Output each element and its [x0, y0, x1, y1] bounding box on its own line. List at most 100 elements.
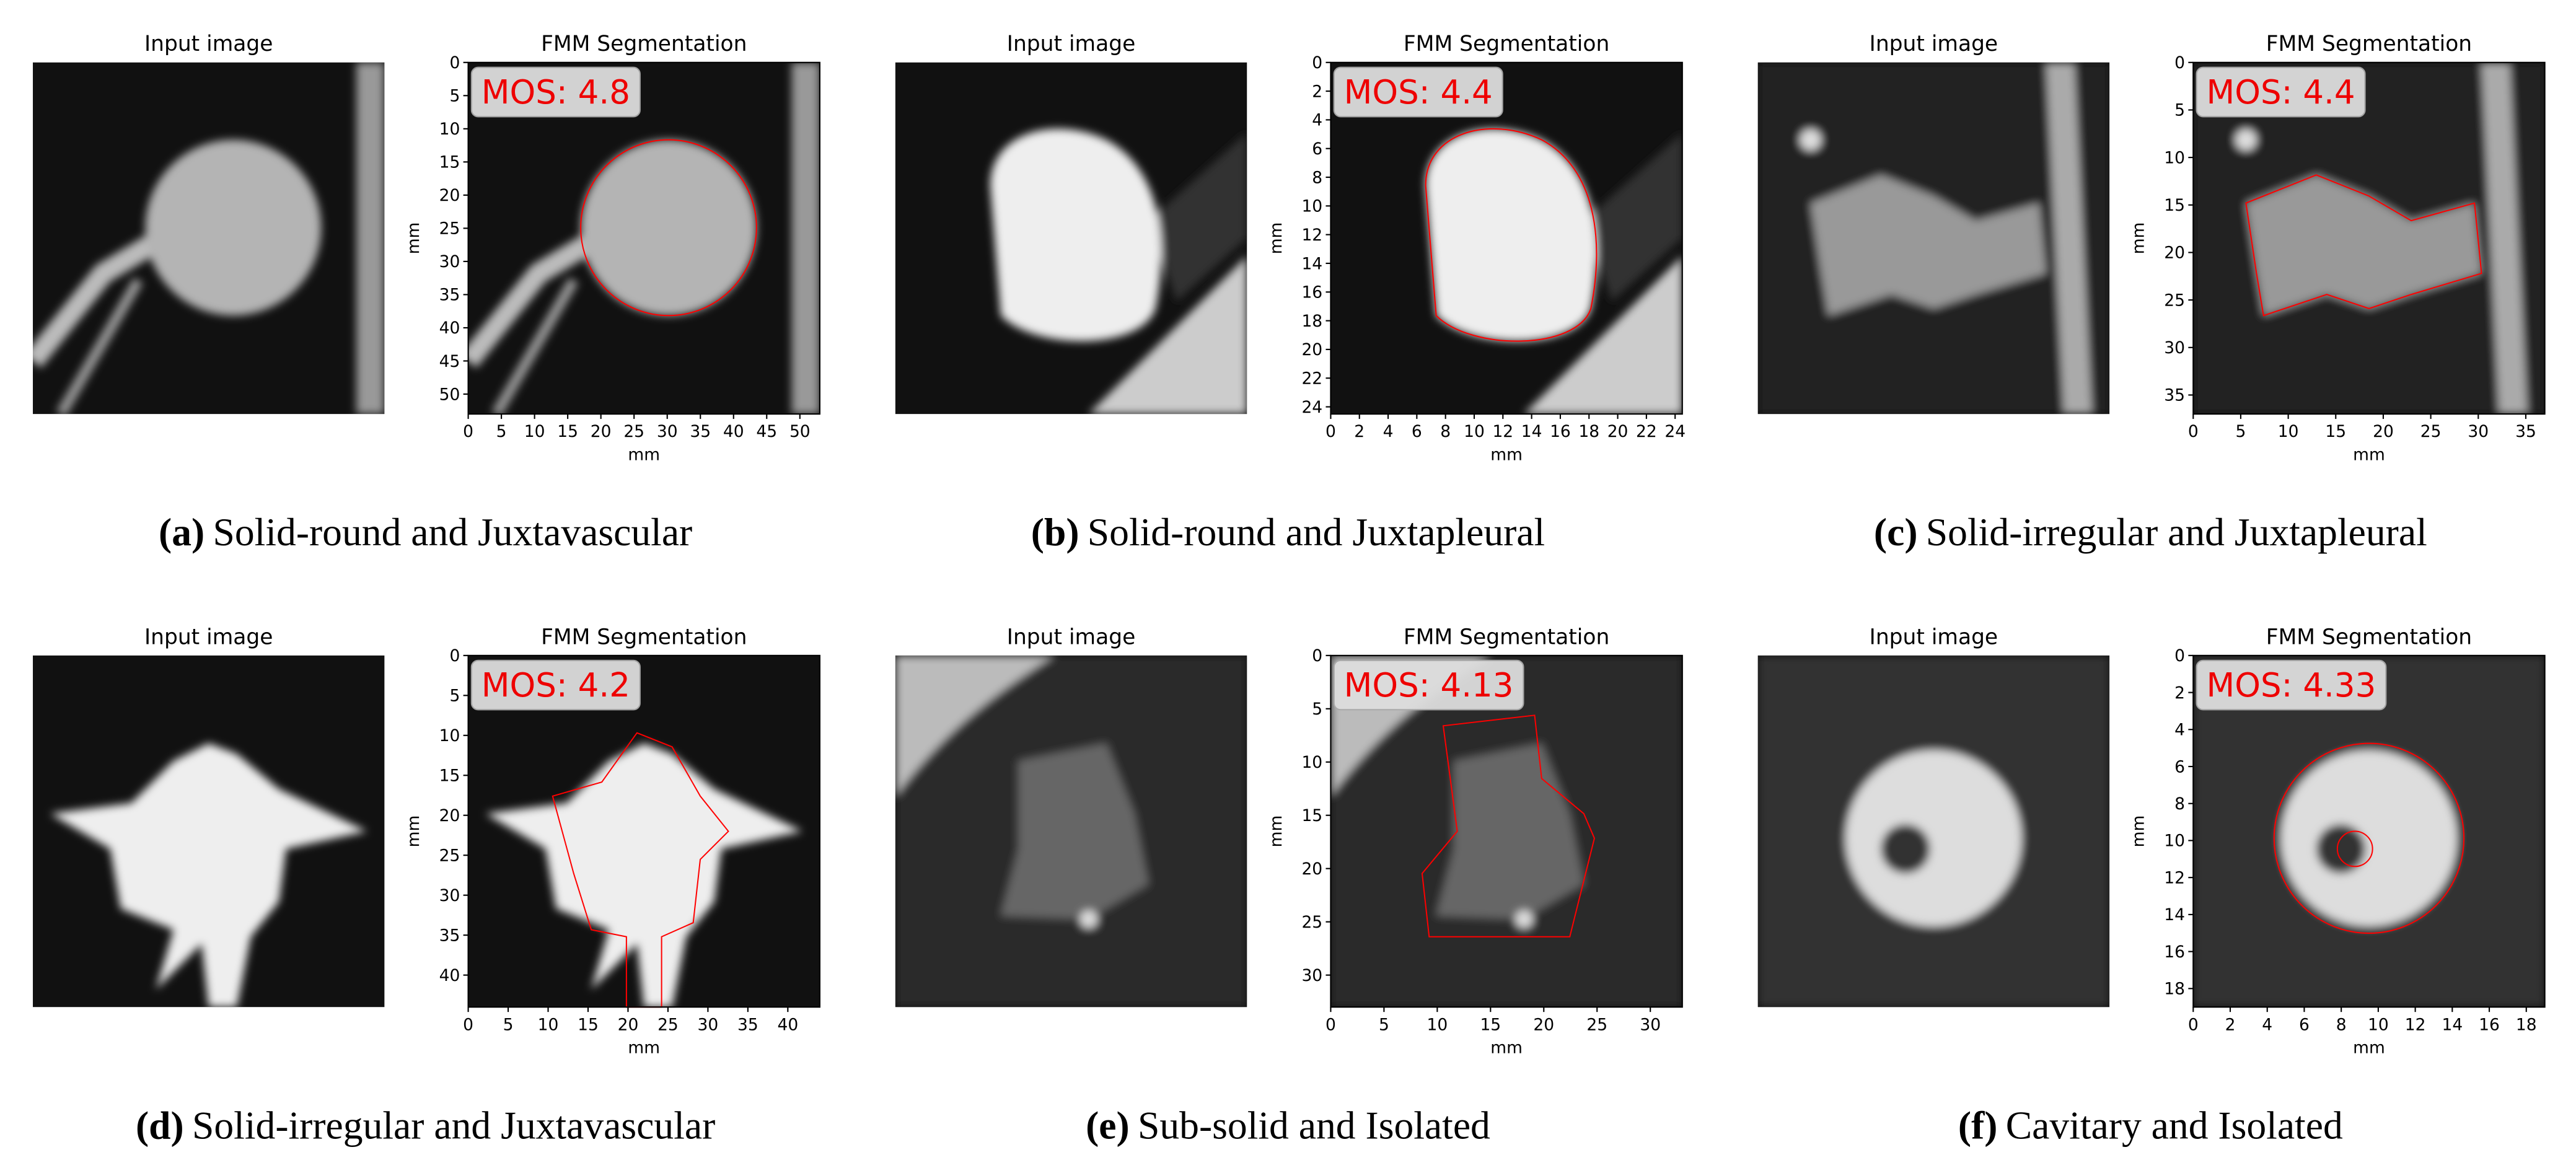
- y-tick-label: 10: [2164, 148, 2185, 167]
- segmentation-title: FMM Segmentation: [2266, 625, 2472, 649]
- y-tick-label: 0: [449, 646, 460, 666]
- panel-label: (a): [159, 510, 204, 554]
- caption-text: Cavitary and Isolated: [2006, 1103, 2343, 1147]
- y-tick-label: 15: [1301, 806, 1322, 825]
- caption: (e) Sub-solid and Isolated: [1086, 1103, 1490, 1147]
- frame: [467, 61, 820, 415]
- x-tick-label: 25: [2420, 422, 2442, 441]
- y-tick-label: 0: [449, 53, 460, 72]
- y-tick-label: 20: [1301, 340, 1322, 359]
- x-tick-label: 25: [1586, 1015, 1607, 1034]
- y-tick-label: 35: [439, 926, 460, 945]
- x-axis-label: mm: [628, 445, 660, 464]
- x-tick-label: 16: [1550, 422, 1571, 441]
- mos-score: MOS: 4.2: [481, 666, 630, 705]
- x-tick-label: 15: [1480, 1015, 1501, 1034]
- y-tick-label: 4: [1312, 111, 1322, 130]
- x-tick-label: 10: [524, 422, 545, 441]
- y-tick-label: 15: [439, 767, 460, 786]
- caption-text: Solid-irregular and Juxtapleural: [1926, 510, 2427, 554]
- x-tick-label: 6: [2299, 1015, 2310, 1034]
- segmentation-title: FMM Segmentation: [541, 32, 747, 56]
- y-tick-label: 25: [439, 219, 460, 239]
- y-tick-label: 30: [2164, 338, 2185, 358]
- x-tick-label: 0: [2188, 1015, 2199, 1034]
- mos-score: MOS: 4.33: [2206, 666, 2376, 705]
- input-title: Input image: [1007, 32, 1135, 56]
- y-tick-label: 10: [1301, 753, 1322, 772]
- x-tick-label: 30: [657, 422, 678, 441]
- mos-box: [470, 66, 641, 118]
- input-title: Input image: [1007, 625, 1135, 649]
- y-tick-label: 18: [2164, 980, 2185, 999]
- x-tick-label: 0: [2188, 422, 2199, 441]
- y-tick-label: 0: [1312, 646, 1322, 666]
- mos-box: [1333, 659, 1524, 711]
- input-title: Input image: [1870, 625, 1998, 649]
- x-axis-label: mm: [1490, 1038, 1523, 1057]
- x-tick-label: 20: [591, 422, 612, 441]
- mos-box: [1333, 66, 1503, 118]
- x-tick-label: 50: [789, 422, 811, 441]
- y-tick-label: 0: [2174, 646, 2185, 666]
- segmentation-title: FMM Segmentation: [541, 625, 747, 649]
- y-tick-label: 10: [439, 120, 460, 139]
- y-tick-label: 30: [439, 886, 460, 905]
- caption-text: Sub-solid and Isolated: [1138, 1103, 1490, 1147]
- y-tick-label: 16: [2164, 942, 2185, 962]
- caption-text: Solid-round and Juxtapleural: [1088, 510, 1545, 554]
- y-tick-label: 15: [2164, 196, 2185, 215]
- input-image: [33, 62, 385, 415]
- frame: [2192, 61, 2546, 415]
- y-axis-label: mm: [1267, 222, 1286, 255]
- frame: [2192, 654, 2546, 1008]
- input-image: [1757, 655, 2110, 1008]
- y-tick-label: 40: [439, 966, 460, 985]
- panel-label: (c): [1874, 510, 1918, 554]
- y-tick-label: 2: [2174, 683, 2185, 703]
- input-title: Input image: [1870, 32, 1998, 56]
- y-tick-label: 10: [2164, 832, 2185, 851]
- x-tick-label: 35: [2515, 422, 2536, 441]
- mos-score: MOS: 4.4: [2206, 73, 2355, 112]
- contour: [2337, 832, 2373, 867]
- y-tick-label: 24: [1301, 398, 1322, 417]
- x-tick-label: 0: [463, 1015, 473, 1034]
- x-tick-label: 5: [496, 422, 507, 441]
- caption: (c) Solid-irregular and Juxtapleural: [1874, 510, 2427, 554]
- caption: (b) Solid-round and Juxtapleural: [1031, 510, 1545, 554]
- x-tick-label: 30: [1640, 1015, 1661, 1034]
- y-tick-label: 35: [2164, 386, 2185, 405]
- x-tick-label: 35: [690, 422, 711, 441]
- x-tick-label: 15: [2325, 422, 2346, 441]
- y-tick-label: 16: [1301, 283, 1322, 302]
- mos-box: [2196, 66, 2366, 118]
- x-tick-label: 5: [1379, 1015, 1389, 1034]
- x-tick-label: 2: [1354, 422, 1365, 441]
- y-tick-label: 6: [2174, 757, 2185, 776]
- mos-box: [2196, 659, 2387, 711]
- x-tick-label: 24: [1664, 422, 1686, 441]
- y-tick-label: 45: [439, 352, 460, 371]
- x-axis-label: mm: [628, 1038, 660, 1057]
- x-tick-label: 2: [2225, 1015, 2236, 1034]
- y-axis-label: mm: [404, 815, 423, 848]
- segmentation-image: [1330, 63, 1682, 414]
- caption-text: Solid-round and Juxtavascular: [213, 510, 692, 554]
- x-tick-label: 40: [777, 1015, 798, 1034]
- x-axis-label: mm: [1490, 445, 1523, 464]
- x-tick-label: 10: [1426, 1015, 1448, 1034]
- y-tick-label: 20: [2164, 244, 2185, 263]
- y-tick-label: 15: [439, 153, 460, 172]
- x-tick-label: 12: [1492, 422, 1513, 441]
- x-tick-label: 22: [1636, 422, 1657, 441]
- x-tick-label: 0: [463, 422, 473, 441]
- y-tick-label: 20: [1301, 859, 1322, 879]
- panel-label: (b): [1031, 510, 1079, 554]
- y-tick-label: 30: [439, 252, 460, 271]
- y-tick-label: 18: [1301, 312, 1322, 331]
- x-tick-label: 10: [2278, 422, 2299, 441]
- y-tick-label: 2: [1312, 82, 1322, 101]
- x-tick-label: 4: [1383, 422, 1394, 441]
- y-tick-label: 22: [1301, 369, 1322, 389]
